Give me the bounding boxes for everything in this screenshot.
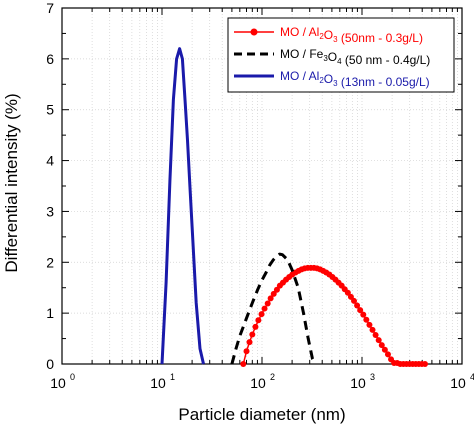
series-1-point bbox=[369, 326, 376, 333]
legend-label-2: MO / Fe3O4 (50 nm - 0.4g/L) bbox=[280, 47, 430, 67]
series-1-point bbox=[363, 316, 370, 323]
series-1-point bbox=[357, 307, 364, 314]
y-tick-label: 5 bbox=[46, 102, 54, 118]
legend-subscript: 3 bbox=[333, 35, 338, 44]
series-1-point bbox=[372, 332, 379, 339]
legend-marker bbox=[250, 28, 258, 36]
legend-label-1: MO / Al2O3 (50nm - 0.3g/L) bbox=[280, 25, 423, 45]
legend-text-part: (50nm - 0.3g/L) bbox=[338, 31, 423, 45]
x-tick-label: 10 bbox=[450, 375, 466, 391]
x-tick-label-exponent: 0 bbox=[70, 372, 75, 382]
series-1-point bbox=[249, 331, 256, 338]
series-1-point bbox=[422, 361, 429, 367]
series-1-point bbox=[381, 346, 388, 353]
series-1-point bbox=[344, 289, 351, 296]
series-1-point bbox=[243, 348, 250, 355]
y-tick-label: 2 bbox=[46, 254, 54, 270]
y-tick-label: 1 bbox=[46, 305, 54, 321]
series-line-1 bbox=[242, 267, 425, 365]
series-1-point bbox=[366, 321, 373, 328]
x-axis-title: Particle diameter (nm) bbox=[178, 405, 345, 424]
series-1-point bbox=[375, 337, 382, 344]
grid bbox=[62, 8, 462, 364]
legend-text-part: MO / Al bbox=[280, 69, 319, 83]
legend-text-part: O bbox=[328, 50, 337, 64]
series-line-3 bbox=[160, 47, 205, 365]
y-axis-title: Differential intensity (%) bbox=[2, 93, 21, 272]
x-tick-label-exponent: 4 bbox=[470, 372, 474, 382]
series-1-point bbox=[360, 311, 367, 318]
legend-label-3: MO / Al2O3 (13nm - 0.05g/L) bbox=[280, 69, 430, 89]
x-tick-label: 10 bbox=[150, 375, 166, 391]
legend-text-part: MO / Fe bbox=[280, 47, 324, 61]
legend-subscript: 3 bbox=[333, 79, 338, 88]
x-tick-label: 10 bbox=[50, 375, 66, 391]
x-tick-label: 10 bbox=[350, 375, 366, 391]
legend-subscript: 2 bbox=[319, 76, 324, 85]
x-tick-label-exponent: 2 bbox=[270, 372, 275, 382]
series-line-2 bbox=[230, 252, 317, 365]
legend-text-part: O bbox=[324, 28, 333, 42]
series-1-point bbox=[347, 293, 354, 300]
series-1-point bbox=[378, 342, 385, 349]
legend-subscript: 4 bbox=[337, 57, 342, 66]
x-tick-label-exponent: 1 bbox=[170, 372, 175, 382]
y-tick-label: 6 bbox=[46, 51, 54, 67]
y-tick-label: 7 bbox=[46, 0, 54, 16]
series-1-point bbox=[255, 317, 262, 324]
legend-text-part: O bbox=[324, 72, 333, 86]
x-tick-label: 10 bbox=[250, 375, 266, 391]
series-1-point bbox=[384, 351, 391, 358]
legend-subscript: 2 bbox=[319, 32, 324, 41]
series-1-point bbox=[270, 290, 277, 297]
y-tick-label: 4 bbox=[46, 153, 54, 169]
series-1-point bbox=[351, 297, 358, 304]
series-1-point bbox=[354, 302, 361, 309]
series-1-point bbox=[264, 300, 271, 307]
legend-subscript: 3 bbox=[323, 54, 328, 63]
series-1-point bbox=[252, 323, 259, 330]
x-tick-label-exponent: 3 bbox=[370, 372, 375, 382]
series-1-point bbox=[267, 295, 274, 302]
series-1-point bbox=[261, 305, 268, 312]
series-1-point bbox=[240, 361, 247, 367]
legend-text-part: (50 nm - 0.4g/L) bbox=[342, 53, 431, 67]
legend: MO / Al2O3 (50nm - 0.3g/L)MO / Fe3O4 (50… bbox=[227, 17, 455, 93]
legend-text-part: MO / Al bbox=[280, 25, 319, 39]
y-tick-label: 0 bbox=[46, 356, 54, 372]
plot-area bbox=[160, 47, 429, 367]
series-1-point bbox=[246, 339, 253, 346]
y-tick-label: 3 bbox=[46, 203, 54, 219]
series-1-point bbox=[258, 311, 265, 318]
legend-text-part: (13nm - 0.05g/L) bbox=[338, 75, 430, 89]
